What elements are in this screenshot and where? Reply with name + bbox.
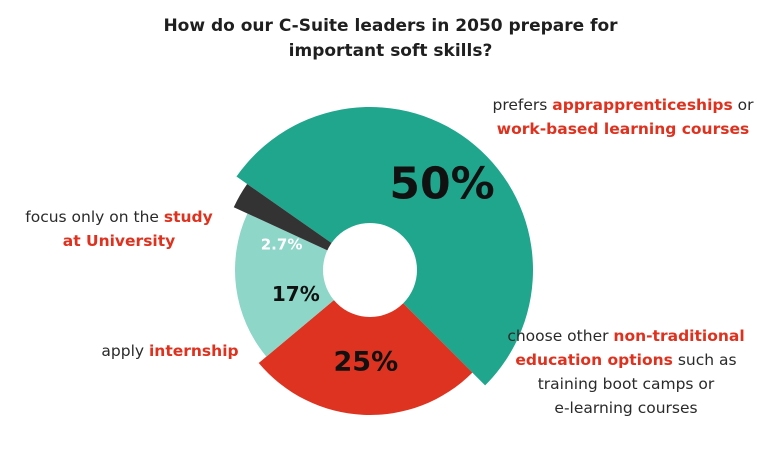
pie-center-hole (323, 223, 417, 317)
label-work-based-hl1: apprapprenticeships (552, 96, 733, 114)
pie-slice-non-traditional (258, 295, 473, 415)
label-internship-hl: internship (148, 342, 239, 360)
label-work-based-post: or (732, 96, 754, 114)
pie-value-label-work-based: 50% (389, 159, 494, 210)
label-work-based-hl2: work-based learning courses (496, 120, 750, 138)
chart-title: How do our C-Suite leaders in 2050 prepa… (0, 14, 781, 64)
chart-title-line-2: important soft skills? (288, 41, 493, 61)
label-university-pre: focus only on the (25, 208, 164, 226)
pie-slice-university (233, 183, 338, 254)
label-non-traditional-pre: choose other (507, 327, 614, 345)
pie-value-label-non-traditional: 25% (334, 346, 399, 377)
label-non-traditional-post: such as (672, 351, 737, 369)
label-non-traditional-line3: training boot camps or (537, 375, 715, 393)
pie-value-label-internship: 17% (272, 282, 320, 306)
pie-value-label-university: 2.7% (261, 236, 303, 254)
label-work-based-pre: prefers (492, 96, 553, 114)
label-university-hl2: at University (62, 232, 176, 250)
label-internship: apply internship (70, 339, 270, 363)
label-work-based: prefers apprapprenticeships or work-base… (478, 93, 768, 141)
label-non-traditional-hl1: non-traditional (613, 327, 745, 345)
label-non-traditional-line4: e-learning courses (554, 399, 698, 417)
pie-value-labels: 50% 25% 17% 2.7% (261, 159, 495, 378)
label-university-hl1: study (163, 208, 213, 226)
pie-slice-internship (234, 213, 340, 357)
label-non-traditional-hl2: education options (515, 351, 673, 369)
label-non-traditional: choose other non-traditional education o… (478, 324, 774, 420)
pie-slices (233, 107, 533, 415)
chart-title-line-1: How do our C-Suite leaders in 2050 prepa… (163, 16, 618, 36)
label-university: focus only on the study at University (14, 205, 224, 253)
label-internship-pre: apply (101, 342, 149, 360)
pie-slice-work-based (236, 107, 533, 386)
